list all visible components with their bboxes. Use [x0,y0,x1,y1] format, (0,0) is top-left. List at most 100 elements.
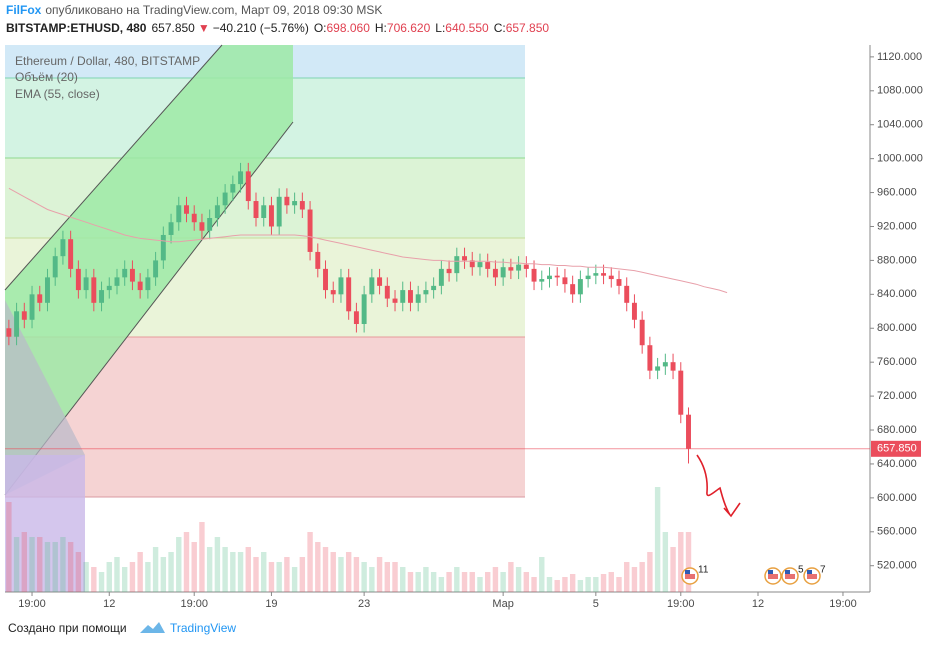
volume-bar [500,572,506,592]
x-tick-label: 12 [752,598,764,610]
volume-bar [291,567,298,592]
candle-body [415,294,421,303]
footer-brand: TradingView [170,621,236,635]
volume-bar [631,567,638,592]
volume-bar [616,577,622,592]
candle-body [75,268,81,291]
candle-body [122,268,128,278]
candle-body [407,290,413,303]
candle-body [492,268,498,278]
ohlc-label: L: [435,21,445,35]
volume-bar [284,557,290,592]
event-count: 11 [698,565,709,576]
event-flag-stripe [785,574,795,579]
y-tick-label: 640.000 [877,458,917,470]
event-count: 7 [820,565,826,576]
candle-body [191,213,197,223]
candle-body [276,196,282,227]
change: −40.210 (−5.76%) [213,21,309,35]
y-tick-label: 1040.000 [877,119,923,131]
volume-bar [299,557,306,592]
candle-body [631,302,637,320]
volume-bar [577,580,584,592]
candle-body [462,256,468,261]
candle-body [292,201,298,206]
symbol: BITSTAMP:ETHUSD, 480 [6,21,147,35]
volume-bar [430,572,437,592]
volume-bar [330,552,336,592]
event-flag-stripe [685,574,695,579]
volume-bar [446,572,452,592]
candle-body [6,328,12,337]
candle-body [137,281,143,291]
candle-body [585,275,591,280]
volume-bar [546,577,553,592]
candle-body [184,205,189,214]
candle-body [37,294,43,303]
volume-bar [624,562,630,592]
volume-bar [106,562,112,592]
header-line: FilFox опубликовано на TradingView.com, М… [6,3,382,17]
candle-body [662,362,668,367]
y-tick-label: 920.000 [877,220,917,232]
volume-bar [338,557,344,592]
candle-body [392,298,398,303]
candle-body [377,277,383,286]
ohlc-label: C: [494,21,506,35]
candle-body [207,218,213,231]
volume-bar [191,542,197,592]
candle-body [268,205,274,227]
candle-body [454,256,460,274]
volume-bar [21,532,28,592]
volume-bar [662,532,669,592]
candle-body [222,192,228,206]
volume-bar [245,547,251,592]
candle-body [114,277,120,286]
y-tick-label: 720.000 [877,390,917,402]
y-tick-label: 1120.000 [877,51,922,63]
candle-body [307,209,313,252]
volume-bar [523,572,530,592]
y-tick-label: 1000.000 [877,153,923,165]
volume-bar [114,557,120,592]
volume-bar [253,557,259,592]
x-tick-label: Мар [492,598,514,610]
candle-body [60,239,66,257]
candle-body [608,275,614,280]
volume-bar [647,552,653,592]
ohlc-value: 698.060 [327,21,371,35]
y-tick-label: 840.000 [877,288,917,300]
volume-bar [515,567,522,592]
candle-body [238,171,244,185]
candle-body [338,277,344,295]
ema-line [8,187,728,294]
y-tick-label: 800.000 [877,322,917,334]
candle-body [176,205,182,223]
volume-bar [322,547,329,592]
drawn-arrow [696,454,741,518]
author: FilFox [6,3,42,17]
volume-bar [268,562,275,592]
volume-bar [654,487,661,592]
event-flag-canton [807,570,812,574]
candle-body [593,273,599,276]
candle-body [68,239,74,269]
volume-bar [392,562,398,592]
candle-body [315,251,321,269]
volume-bar [484,572,491,592]
volume-bar [276,562,282,592]
candle-body [153,260,159,278]
candle-body [129,268,135,282]
candle-body [485,262,491,269]
volume-bar [562,577,568,592]
volume-bar [206,547,213,592]
candle-body [446,268,452,274]
ohlc-label: O: [314,21,327,35]
candle-body [230,184,236,193]
ohlc-value: 706.620 [387,21,431,35]
y-tick-label: 760.000 [877,356,917,368]
event-flag-canton [768,570,773,574]
candle-body [508,267,514,271]
volume-bar [67,542,74,592]
